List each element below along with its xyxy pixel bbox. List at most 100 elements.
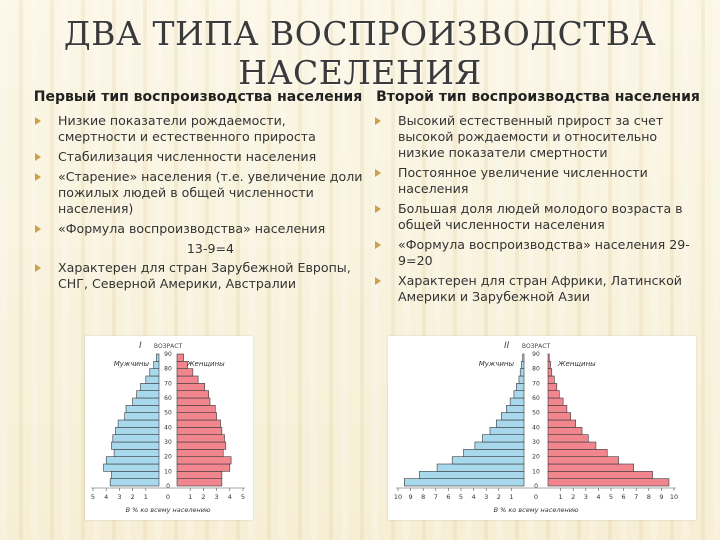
- female-bar: [176, 361, 188, 369]
- list-item: Высокий естественный прирост за счет выс…: [373, 113, 703, 161]
- x-axis-label: В % ко всему населению: [126, 506, 211, 514]
- female-bar: [547, 441, 597, 450]
- male-bar: [518, 375, 525, 384]
- axis-title: ВОЗРАСТ: [522, 343, 551, 350]
- female-bar: [547, 405, 568, 413]
- female-bar: [176, 397, 211, 406]
- male-bar: [113, 449, 160, 457]
- x-tick-label: 1: [144, 493, 148, 501]
- female-bar: [176, 434, 225, 443]
- male-bar: [136, 390, 160, 399]
- x-axis-label: В % ко всему населению: [494, 506, 579, 514]
- first-type-list-continued: Характерен для стран Зарубежной Европы, …: [33, 260, 363, 292]
- male-bar: [522, 353, 525, 362]
- formula-first-type: 13-9=4: [186, 241, 235, 256]
- female-bar: [176, 456, 232, 465]
- x-tick-label: 4: [472, 493, 476, 501]
- age-tick-label: 10: [532, 468, 540, 475]
- x-tick-label: 0: [534, 493, 538, 501]
- male-label: Мужчины: [479, 360, 515, 368]
- age-tick-label: 0: [534, 483, 538, 490]
- female-bar: [176, 449, 224, 457]
- male-label: Мужчины: [114, 360, 150, 368]
- age-tick-label: 80: [532, 366, 540, 373]
- female-bar: [176, 478, 223, 487]
- x-tick-label: 5: [459, 493, 463, 501]
- female-bar: [176, 368, 194, 377]
- male-bar: [516, 383, 525, 391]
- x-tick-label: 7: [434, 493, 438, 501]
- female-bar: [547, 390, 560, 399]
- bullet-icon: [35, 264, 41, 272]
- x-tick-label: 4: [596, 493, 600, 501]
- female-bar: [176, 441, 227, 450]
- female-bar: [547, 412, 571, 421]
- age-tick-label: 50: [164, 410, 172, 417]
- x-tick-label: 3: [215, 493, 219, 501]
- bullet-icon: [35, 117, 41, 125]
- x-tick-label: 5: [609, 493, 613, 501]
- second-type-list: Высокий естественный прирост за счет выс…: [373, 113, 703, 305]
- age-tick-label: 0: [166, 483, 170, 490]
- bullet-icon: [375, 277, 381, 285]
- female-bar: [176, 412, 217, 421]
- male-bar: [103, 463, 160, 472]
- male-bar: [436, 463, 525, 472]
- female-bar: [547, 463, 634, 472]
- x-tick-label: 9: [409, 493, 413, 501]
- age-tick-label: 50: [532, 410, 540, 417]
- x-tick-label: 6: [446, 493, 450, 501]
- male-bar: [149, 368, 160, 377]
- male-bar: [506, 405, 525, 413]
- x-tick-label: 7: [634, 493, 638, 501]
- x-tick-label: 10: [394, 493, 402, 501]
- male-bar: [117, 419, 160, 428]
- female-bar: [176, 353, 184, 362]
- pyramid-figure-second-type: II ВОЗРАСТ 0 10 20 30 40 50 60 70 80 90 Мужчины Женщи…: [388, 336, 696, 520]
- female-bar: [547, 427, 583, 435]
- age-tick-label: 70: [164, 380, 172, 387]
- age-tick-label: 40: [532, 424, 540, 431]
- female-bar: [547, 375, 555, 384]
- bullet-icon: [375, 241, 381, 249]
- x-tick-label: 6: [622, 493, 626, 501]
- male-bar: [482, 434, 525, 443]
- male-bar: [115, 427, 160, 435]
- female-bar: [547, 361, 551, 369]
- female-bar: [547, 419, 577, 428]
- list-item: «Формула воспроизводства» населения 29-9…: [373, 237, 703, 269]
- male-bar: [140, 383, 160, 391]
- x-tick-label: 9: [659, 493, 663, 501]
- female-bar: [547, 383, 558, 391]
- pyramid-figure-first-type: I ВОЗРАСТ 0 10 20 30 40 50 60 70 80 90 Мужчины Женщин…: [85, 336, 253, 520]
- list-item: Характерен для стран Африки, Латинской А…: [373, 273, 703, 305]
- x-tick-label: 8: [421, 493, 425, 501]
- male-bar: [156, 353, 160, 362]
- age-tick-label: 60: [532, 395, 540, 402]
- x-tick-label: 0: [166, 493, 170, 501]
- page-title: ДВА ТИПА ВОСПРОИЗВОДСТВА НАСЕЛЕНИЯ: [63, 14, 657, 92]
- female-bar: [176, 419, 221, 428]
- age-tick-label: 60: [164, 395, 172, 402]
- female-bar: [176, 383, 206, 391]
- list-item: «Формула воспроизводства» населения: [33, 221, 363, 237]
- male-bar: [521, 361, 525, 369]
- female-bar: [176, 405, 216, 413]
- list-item: Большая доля людей молодого возраста в о…: [373, 201, 703, 233]
- list-item: Характерен для стран Зарубежной Европы, …: [33, 260, 363, 292]
- x-tick-label: 5: [91, 493, 95, 501]
- age-tick-label: 70: [532, 380, 540, 387]
- male-bar: [489, 427, 525, 435]
- male-bar: [474, 441, 525, 450]
- male-bar: [124, 412, 160, 421]
- x-tick-label: 1: [188, 493, 192, 501]
- axis-title: ВОЗРАСТ: [154, 343, 183, 350]
- x-tick-label: 4: [228, 493, 232, 501]
- x-tick-label: 8: [647, 493, 651, 501]
- bullet-icon: [35, 225, 41, 233]
- age-tick-label: 90: [532, 351, 540, 358]
- female-label: Женщины: [557, 360, 596, 368]
- x-tick-label: 3: [584, 493, 588, 501]
- female-label: Женщины: [186, 360, 225, 368]
